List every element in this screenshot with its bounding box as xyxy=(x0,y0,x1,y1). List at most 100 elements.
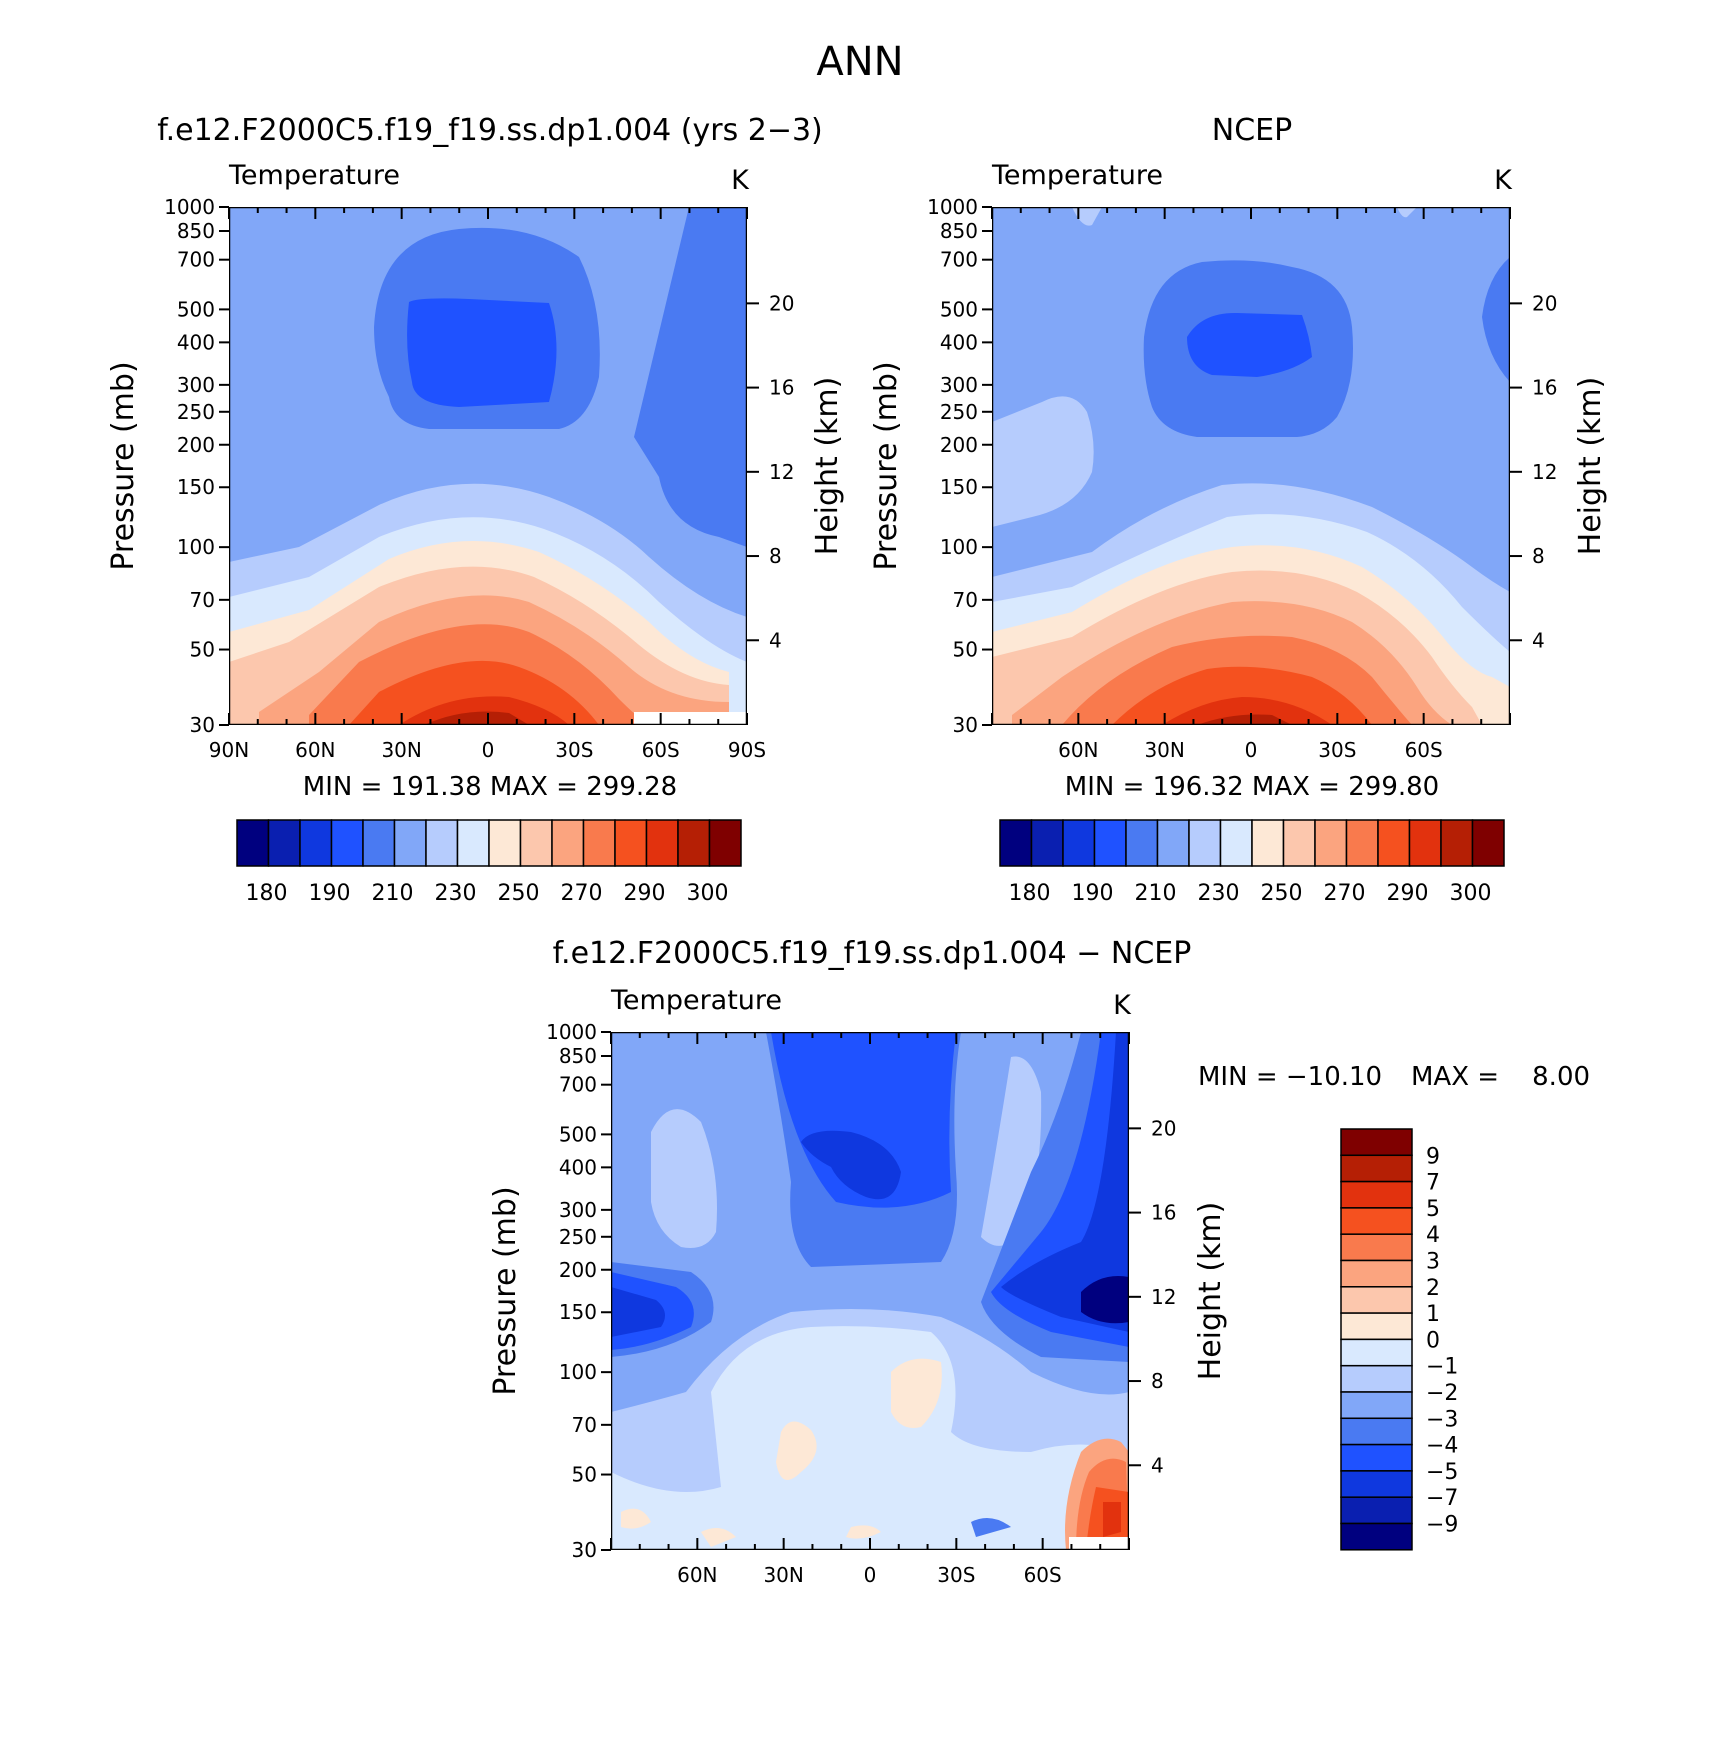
pressure-tick-label: 1000 xyxy=(546,1020,597,1044)
pressure-tick-label: 100 xyxy=(177,535,215,559)
lat-tick-label: 90N xyxy=(209,738,249,762)
colorbar-box xyxy=(1440,819,1474,867)
lat-tick-label: 30N xyxy=(381,738,421,762)
pressure-tick-label: 200 xyxy=(940,433,978,457)
colorbar-label: −2 xyxy=(1426,1381,1458,1406)
panel-model-colorbar: 180 190 210 230 250 270 290 300 xyxy=(236,819,742,906)
panel-diff-subtitle: Temperature xyxy=(610,985,782,1016)
panel-ncep-ylabel: Pressure (mb) xyxy=(869,361,904,570)
colorbar-box xyxy=(677,819,711,867)
panel-diff-lat-ticks: 60N 30N 0 30S 60S xyxy=(610,1032,1130,1587)
colorbar-label: −4 xyxy=(1426,1434,1458,1459)
lat-tick-label: 60S xyxy=(1024,1563,1062,1587)
pressure-tick-label: 500 xyxy=(177,297,215,321)
pressure-tick-label: 1000 xyxy=(164,195,215,219)
panel-diff-title: f.e12.F2000C5.f19_f19.ss.dp1.004 − NCEP xyxy=(553,936,1192,971)
colorbar-box xyxy=(267,819,301,867)
pressure-tick-label: 400 xyxy=(177,330,215,354)
pressure-tick-label: 500 xyxy=(940,297,978,321)
band-235-top-right xyxy=(1397,207,1417,218)
pressure-tick-label: 300 xyxy=(177,373,215,397)
band-m3-e xyxy=(971,1518,1011,1537)
colorbar-box xyxy=(1340,1207,1413,1235)
band-200-right xyxy=(1482,257,1510,382)
band-1-c xyxy=(621,1508,651,1529)
colorbar-label: 180 xyxy=(246,881,288,906)
panel-model-subtitle: Temperature xyxy=(228,160,400,191)
colorbar-label: −3 xyxy=(1426,1407,1458,1432)
pressure-tick-label: 850 xyxy=(177,219,215,243)
colorbar-label: 300 xyxy=(1450,881,1492,906)
colorbar-box xyxy=(1125,819,1159,867)
band-295 xyxy=(399,696,569,725)
panel-model: f.e12.F2000C5.f19_f19.ss.dp1.004 (yrs 2−… xyxy=(106,113,845,906)
height-tick-label: 12 xyxy=(769,460,794,484)
colorbar-box xyxy=(1030,819,1064,867)
band-m5-center xyxy=(771,1032,956,1208)
lat-tick-label: 0 xyxy=(1245,738,1258,762)
colorbar-label: 250 xyxy=(498,881,540,906)
height-tick-label: 20 xyxy=(1532,291,1557,315)
panel-diff-height-ticks: 20 16 12 8 4 xyxy=(1129,1116,1176,1477)
height-tick-label: 16 xyxy=(1151,1201,1176,1225)
band-298 xyxy=(1197,714,1292,725)
panel-ncep-plot xyxy=(992,207,1510,725)
height-tick-label: 8 xyxy=(769,544,782,568)
pressure-tick-label: 50 xyxy=(190,638,215,662)
panel-diff-stats-min: MIN = −10.10 xyxy=(1198,1062,1382,1092)
lat-tick-label: 0 xyxy=(864,1563,877,1587)
figure-title: ANN xyxy=(816,39,903,85)
colorbar-box xyxy=(1062,819,1096,867)
band-m7-center xyxy=(801,1130,901,1200)
colorbar-box xyxy=(1251,819,1285,867)
lat-tick-label: 60S xyxy=(1405,738,1443,762)
colorbar-box xyxy=(1340,1128,1413,1157)
pressure-tick-label: 250 xyxy=(559,1225,597,1249)
panel-ncep-units: K xyxy=(1494,165,1513,196)
pressure-tick-label: 70 xyxy=(953,588,978,612)
panel-diff-units: K xyxy=(1113,990,1132,1021)
pressure-tick-label: 50 xyxy=(572,1463,597,1487)
colorbar-label: 300 xyxy=(687,881,729,906)
colorbar-box xyxy=(1340,1522,1413,1551)
band-190 xyxy=(1187,312,1312,377)
colorbar-box xyxy=(645,819,679,867)
colorbar-label: −1 xyxy=(1426,1355,1458,1380)
height-tick-label: 20 xyxy=(1151,1116,1176,1140)
colorbar-box xyxy=(1340,1391,1413,1420)
lat-tick-label: 90S xyxy=(728,738,766,762)
band-295 xyxy=(1162,697,1332,725)
colorbar-label: 290 xyxy=(1387,881,1429,906)
pressure-tick-label: 400 xyxy=(940,330,978,354)
colorbar-box xyxy=(1340,1470,1413,1498)
colorbar-label: −9 xyxy=(1426,1513,1458,1538)
pressure-tick-label: 150 xyxy=(177,475,215,499)
colorbar-box xyxy=(236,819,270,867)
colorbar-label: 270 xyxy=(561,881,603,906)
pressure-tick-label: 200 xyxy=(559,1258,597,1282)
pressure-tick-label: 250 xyxy=(940,400,978,424)
band-1-d xyxy=(701,1528,736,1547)
panel-model-plot xyxy=(229,207,747,725)
colorbar-box xyxy=(1340,1496,1413,1525)
pressure-tick-label: 70 xyxy=(572,1413,597,1437)
colorbar-label: 210 xyxy=(372,881,414,906)
panel-diff-ylabel-right: Height (km) xyxy=(1193,1202,1228,1381)
colorbar-label: 190 xyxy=(309,881,351,906)
colorbar-box xyxy=(425,819,459,867)
colorbar-label: 180 xyxy=(1009,881,1051,906)
colorbar-label: 210 xyxy=(1135,881,1177,906)
colorbar-box xyxy=(362,819,396,867)
colorbar-box xyxy=(999,819,1033,867)
pressure-tick-label: 300 xyxy=(559,1198,597,1222)
colorbar-box xyxy=(1219,819,1253,867)
panel-ncep-title: NCEP xyxy=(1212,113,1292,148)
panel-model-height-ticks: 20 16 12 8 4 xyxy=(747,291,794,652)
panel-diff-ylabel: Pressure (mb) xyxy=(488,1186,523,1395)
lat-tick-label: 60N xyxy=(677,1563,717,1587)
pressure-tick-label: 50 xyxy=(953,638,978,662)
missing-data xyxy=(634,712,747,725)
colorbar-box xyxy=(1408,819,1442,867)
